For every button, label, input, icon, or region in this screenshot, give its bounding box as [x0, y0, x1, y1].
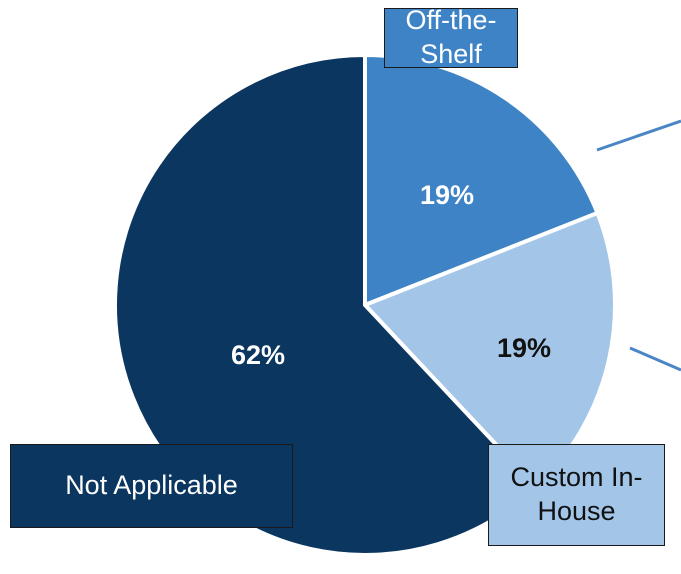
data-label: 19%: [497, 333, 551, 363]
data-label: 19%: [420, 180, 474, 210]
leader-line: [629, 346, 681, 372]
leader-line: [596, 119, 681, 152]
pie-slice: [113, 52, 539, 557]
category-label: Not Applicable: [10, 444, 293, 528]
category-label: Off-the-Shelf: [384, 5, 518, 69]
category-label: Custom In-House: [488, 444, 665, 546]
data-label: 62%: [231, 340, 285, 370]
